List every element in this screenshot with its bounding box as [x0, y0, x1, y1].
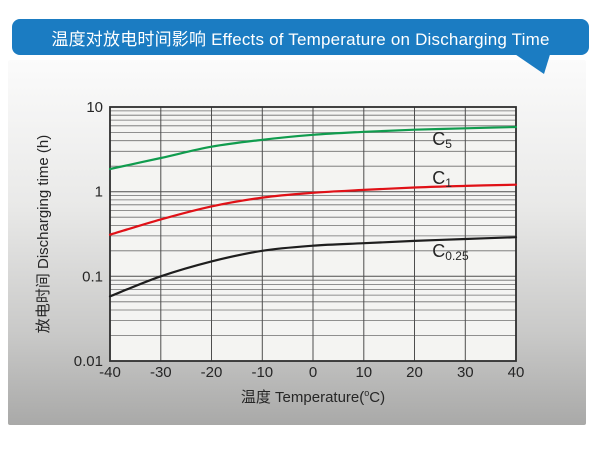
x-tick-label: -20 [201, 364, 223, 381]
title-banner: 温度对放电时间影响 Effects of Temperature on Disc… [12, 19, 589, 55]
y-tick-label: 10 [86, 99, 103, 116]
x-tick-label: -40 [99, 364, 121, 381]
x-gridlines [109, 107, 517, 361]
curve-label-subscript: 0.25 [445, 249, 469, 263]
x-tick-label: 10 [355, 364, 372, 381]
curve-C5 [108, 125, 518, 171]
x-tick-label: 40 [508, 364, 525, 381]
curve-C1 [108, 183, 518, 236]
x-tick-label: 30 [457, 364, 474, 381]
y-tick-labels: 10 1 0.1 0.01 [74, 99, 103, 370]
x-tick-label: -30 [150, 364, 172, 381]
x-tick-label: -10 [251, 364, 273, 381]
x-tick-label: 20 [406, 364, 423, 381]
y-tick-label: 0.1 [82, 268, 103, 285]
curve-C0.25 [108, 236, 518, 298]
y-tick-label: 0.01 [74, 353, 103, 370]
banner-title: 温度对放电时间影响 Effects of Temperature on Disc… [51, 29, 550, 49]
x-axis-title: 温度 Temperature(oC) [241, 388, 385, 406]
x-tick-label: 0 [309, 364, 317, 381]
y-axis-title: 放电时间 Discharging time (h) [35, 135, 52, 333]
y-tick-label: 1 [95, 184, 103, 201]
curve-label-subscript: 1 [445, 176, 452, 190]
x-axis-title-suffix: C) [369, 389, 385, 406]
curve-label-subscript: 5 [445, 137, 452, 151]
degree-superscript: o [364, 388, 369, 398]
x-tick-labels: -40 -30 -20 -10 0 10 20 30 40 [99, 364, 524, 381]
